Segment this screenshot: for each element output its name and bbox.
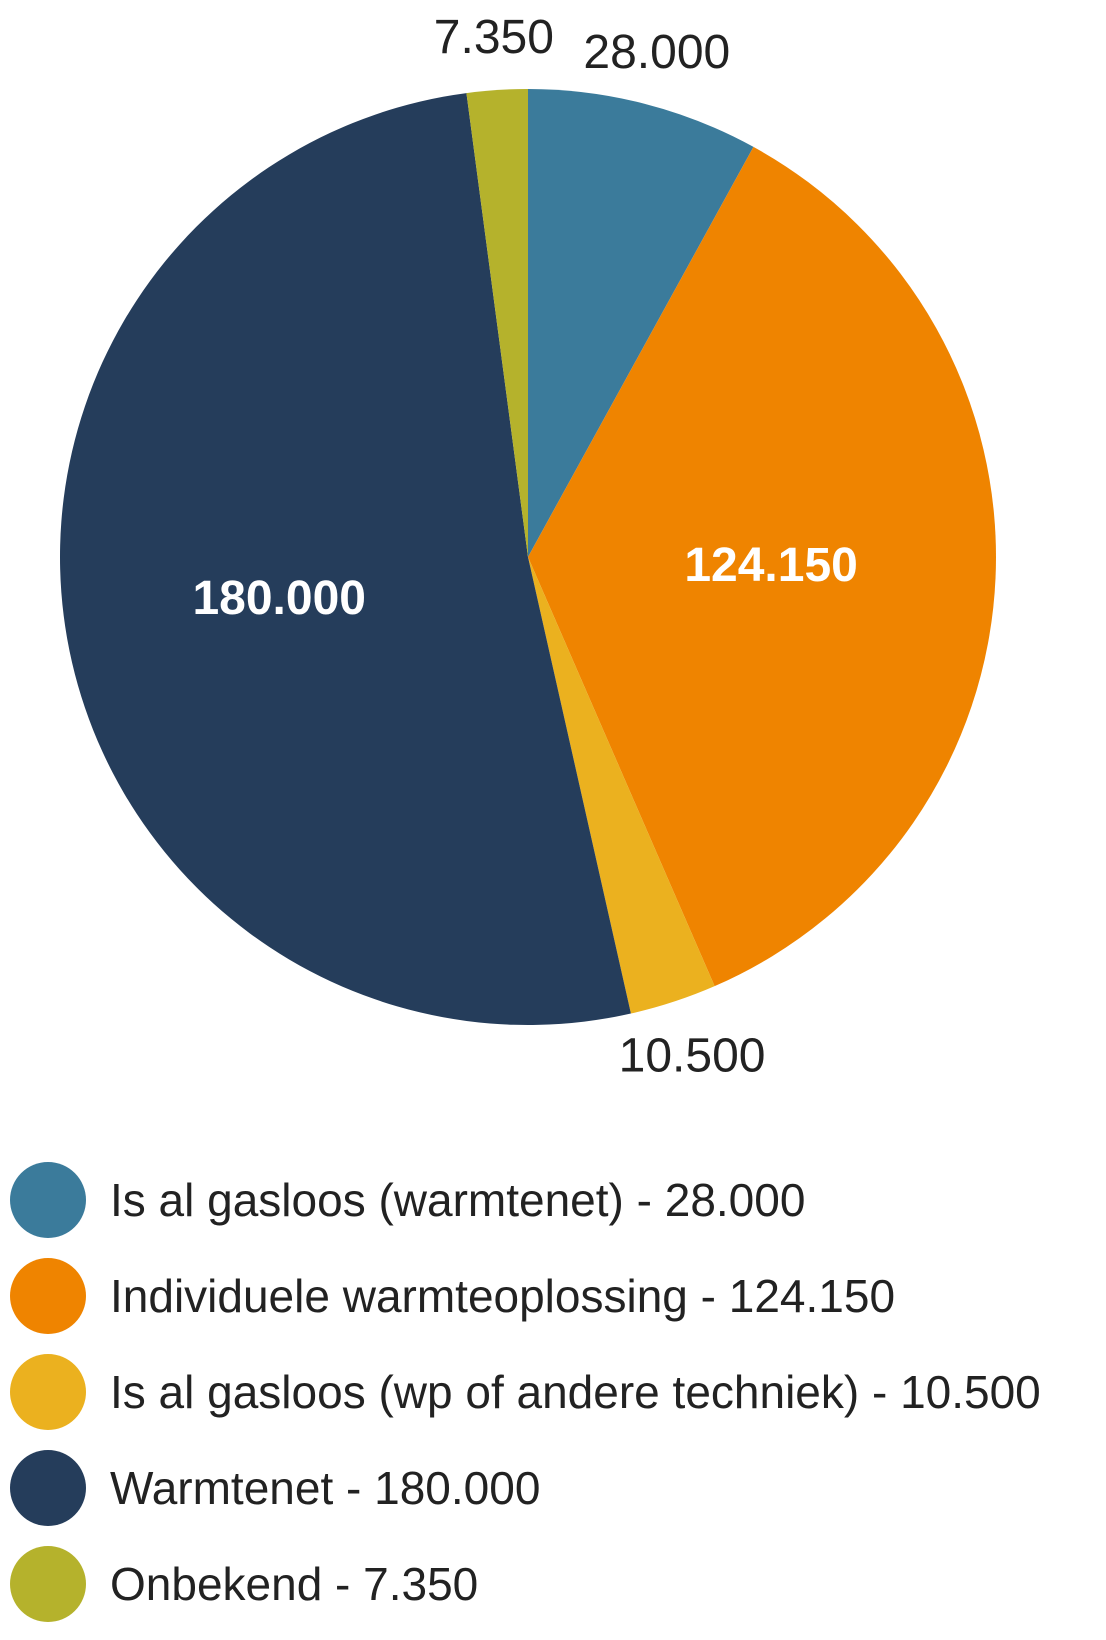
legend-label: Warmtenet - 180.000 bbox=[110, 1462, 541, 1514]
pie-slice bbox=[60, 93, 631, 1025]
legend-label: Is al gasloos (warmtenet) - 28.000 bbox=[110, 1174, 806, 1226]
legend: Is al gasloos (warmtenet) - 28.000 Indiv… bbox=[10, 1160, 1041, 1640]
legend-item: Is al gasloos (warmtenet) - 28.000 bbox=[10, 1160, 1041, 1240]
legend-label: Individuele warmteoplossing - 124.150 bbox=[110, 1270, 896, 1322]
pie-value-label: 180.000 bbox=[192, 572, 366, 625]
legend-swatch bbox=[10, 1162, 86, 1238]
pie-value-label: 10.500 bbox=[619, 1030, 766, 1083]
pie-slices bbox=[60, 89, 997, 1025]
pie-slice bbox=[466, 89, 528, 557]
pie-chart: 28.000 124.150 10.500 180.000 7.350 bbox=[60, 11, 997, 1083]
pie-slice bbox=[528, 146, 997, 987]
legend-swatch bbox=[10, 1546, 86, 1622]
pie-value-labels: 28.000 124.150 10.500 180.000 7.350 bbox=[192, 11, 857, 1083]
pie-value-label: 28.000 bbox=[583, 26, 730, 79]
legend-swatch bbox=[10, 1450, 86, 1526]
legend-item: Onbekend - 7.350 bbox=[10, 1544, 1041, 1624]
legend-swatch bbox=[10, 1354, 86, 1430]
legend-label: Is al gasloos (wp of andere techniek) - … bbox=[110, 1366, 1041, 1418]
legend-item: Individuele warmteoplossing - 124.150 bbox=[10, 1256, 1041, 1336]
legend-label: Onbekend - 7.350 bbox=[110, 1558, 479, 1610]
pie-slice bbox=[528, 89, 754, 557]
pie-value-label: 7.350 bbox=[434, 11, 554, 64]
legend-item: Warmtenet - 180.000 bbox=[10, 1448, 1041, 1528]
pie-value-label: 124.150 bbox=[684, 539, 858, 592]
legend-item: Is al gasloos (wp of andere techniek) - … bbox=[10, 1352, 1041, 1432]
pie-slice bbox=[528, 557, 715, 1014]
legend-swatch bbox=[10, 1258, 86, 1334]
